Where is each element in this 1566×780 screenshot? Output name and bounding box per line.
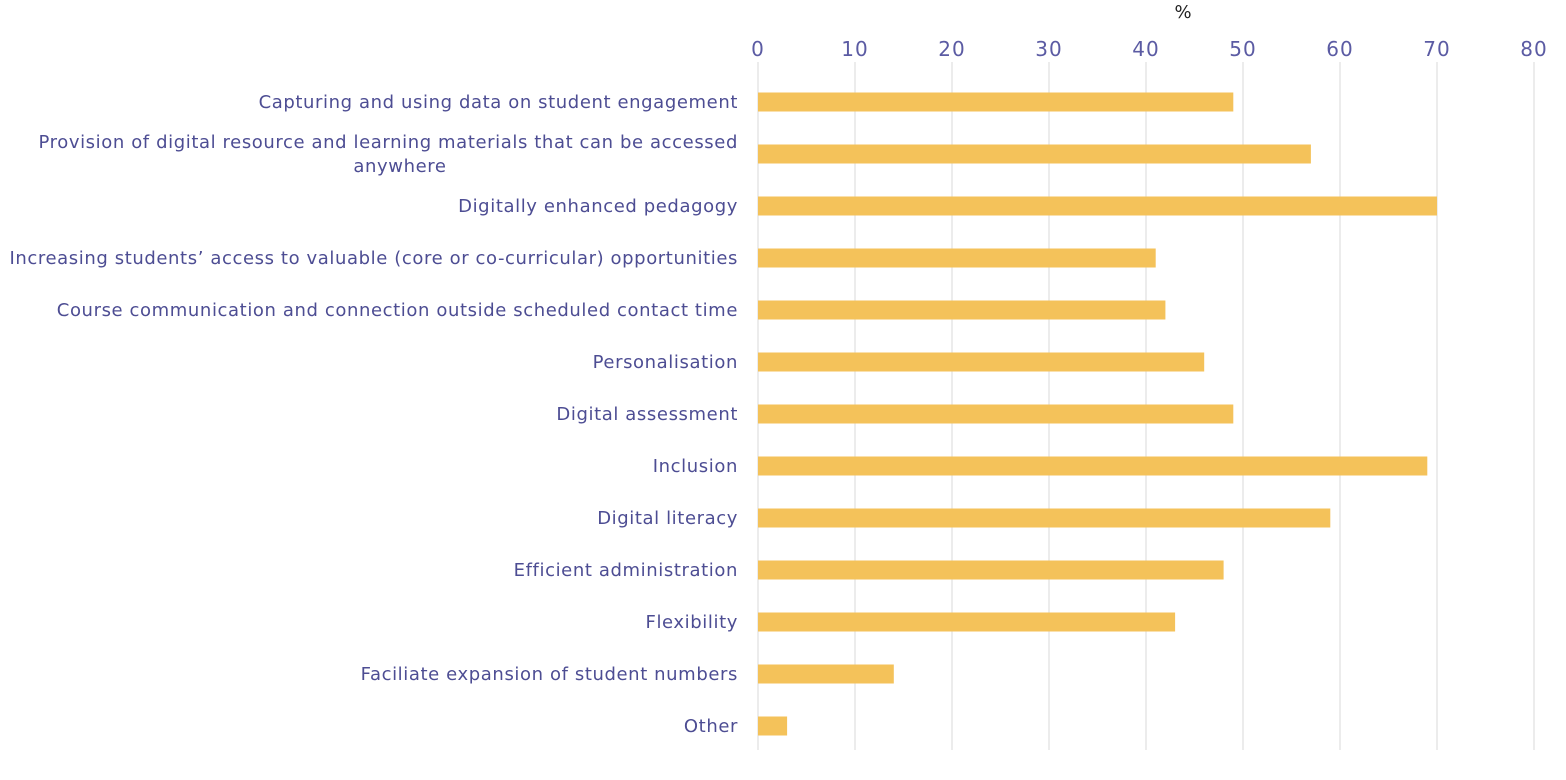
category-label: Other: [684, 716, 738, 737]
category-label: Digital literacy: [597, 508, 738, 529]
category-labels: Capturing and using data on student enga…: [9, 92, 738, 737]
category-label: Course communication and connection outs…: [57, 300, 738, 321]
x-tick-label: 60: [1326, 37, 1353, 61]
bar: [758, 248, 1156, 268]
category-label: Personalisation: [593, 352, 738, 373]
category-label: Digital assessment: [556, 404, 738, 425]
category-label: Digitally enhanced pedagogy: [458, 196, 738, 217]
bar: [758, 196, 1437, 216]
x-axis-unit-label: %: [1174, 2, 1191, 23]
bar: [758, 560, 1224, 580]
x-tick-label: 70: [1423, 37, 1450, 61]
bar: [758, 508, 1331, 528]
x-tick-label: 50: [1229, 37, 1256, 61]
category-label: Provision of digital resource and learni…: [38, 132, 738, 177]
category-label: Inclusion: [653, 456, 738, 477]
bar: [758, 456, 1428, 476]
bar: [758, 352, 1205, 372]
category-label: Capturing and using data on student enga…: [259, 92, 738, 113]
category-label: Increasing students’ access to valuable …: [9, 248, 738, 269]
bar: [758, 612, 1176, 632]
bars: [758, 92, 1437, 736]
x-tick-label: 80: [1520, 37, 1547, 61]
x-axis-ticks: 0 10 20 30 40 50 60 70 80: [751, 37, 1547, 61]
bar: [758, 144, 1311, 164]
bar: [758, 404, 1234, 424]
x-tick-label: 10: [841, 37, 868, 61]
bar: [758, 664, 894, 684]
category-label: Efficient administration: [514, 560, 738, 581]
bar: [758, 716, 788, 736]
category-label: Faciliate expansion of student numbers: [361, 664, 738, 685]
x-tick-label: 0: [751, 37, 765, 61]
bar: [758, 92, 1234, 112]
x-tick-label: 20: [938, 37, 965, 61]
x-tick-label: 30: [1035, 37, 1062, 61]
x-tick-label: 40: [1132, 37, 1159, 61]
bar: [758, 300, 1166, 320]
category-label: Flexibility: [645, 612, 738, 633]
